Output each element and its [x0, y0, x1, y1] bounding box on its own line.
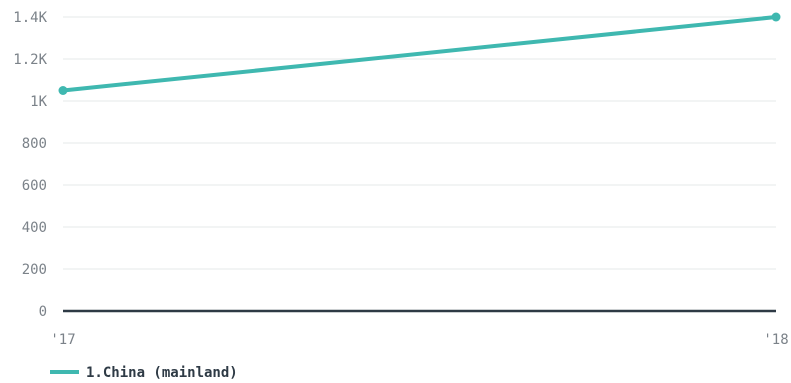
y-tick-label: 1.2K: [13, 52, 47, 68]
y-tick-label: 400: [22, 220, 47, 236]
x-axis-ticks: '17 '18: [50, 332, 788, 348]
legend[interactable]: 1.China (mainland): [50, 365, 238, 381]
y-tick-label: 800: [22, 136, 47, 152]
y-tick-label: 600: [22, 178, 47, 194]
y-tick-label: 0: [39, 304, 47, 320]
x-tick-label: '18: [763, 332, 788, 348]
y-axis-ticks: 0 200 400 600 800 1K 1.2K 1.4K: [13, 10, 47, 320]
data-point[interactable]: [771, 12, 781, 22]
y-tick-label: 1.4K: [13, 10, 47, 26]
x-tick-label: '17: [50, 332, 75, 348]
y-tick-label: 1K: [30, 94, 47, 110]
series-lines: [58, 12, 781, 95]
series-line[interactable]: [61, 15, 778, 93]
y-tick-label: 200: [22, 262, 47, 278]
grid-lines: [63, 16, 776, 270]
legend-label[interactable]: 1.China (mainland): [86, 365, 238, 381]
data-point[interactable]: [58, 86, 68, 95]
